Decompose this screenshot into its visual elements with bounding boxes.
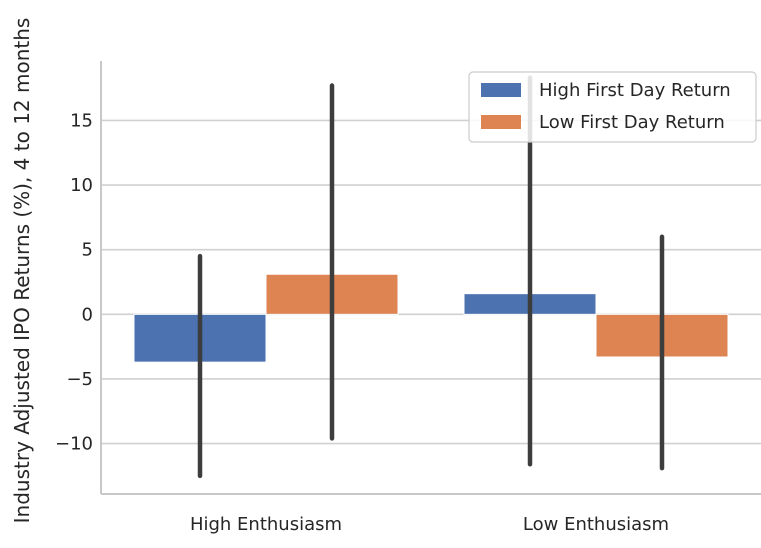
y-tick-label: 0 <box>82 304 93 325</box>
y-tick-label: 15 <box>70 110 93 131</box>
x-tick-label: Low Enthusiasm <box>523 514 669 535</box>
y-tick-label: −5 <box>66 369 93 390</box>
legend-swatch <box>481 83 521 97</box>
y-axis-title: Industry Adjusted IPO Returns (%), 4 to … <box>10 18 34 524</box>
tick-labels: −10 −5 0 5 10 15 High Enthusiasm Low Enthusiasm <box>55 110 669 535</box>
y-tick-label: 5 <box>82 240 93 261</box>
axes <box>100 61 761 495</box>
x-tick-label: High Enthusiasm <box>190 514 342 535</box>
bars <box>133 273 729 363</box>
y-tick-label: 10 <box>70 175 93 196</box>
legend-label: Low First Day Return <box>539 112 725 133</box>
legend: High First Day Return Low First Day Retur… <box>468 71 757 143</box>
legend-swatch <box>481 115 521 129</box>
legend-label: High First Day Return <box>539 80 731 101</box>
y-tick-label: −10 <box>55 434 93 455</box>
legend-box <box>468 71 757 143</box>
